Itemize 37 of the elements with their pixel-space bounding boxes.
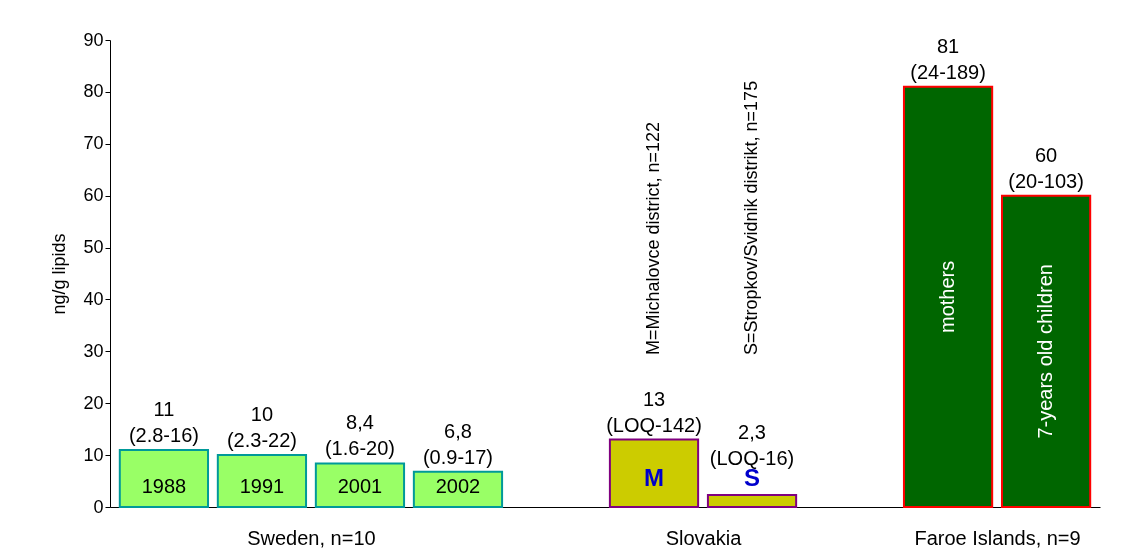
y-tick-label: 60	[83, 185, 104, 206]
bar	[706, 494, 798, 508]
x-tick-label: 2001	[337, 475, 383, 497]
y-tick-label: 0	[93, 496, 104, 517]
text: Sweden, n=10	[247, 527, 376, 549]
text: Slovakia	[665, 527, 743, 549]
x-tick-label: 2002	[435, 475, 481, 497]
data-label: 10 (2.3-22)	[226, 403, 297, 452]
bar	[314, 462, 406, 508]
data-label: 81 (24-189)	[910, 34, 986, 83]
x-tick-label: mothers	[936, 260, 959, 333]
y-tick-label: 10	[83, 444, 104, 465]
bar	[902, 85, 994, 508]
data-label: 60 (20-103)	[1008, 143, 1084, 192]
y-axis-title: ng/g lipids	[49, 233, 70, 315]
annotation: M=Michalovce district, n=122	[643, 121, 664, 355]
text: Faroe Islands, n=9	[914, 527, 1081, 549]
y-tick-label: 70	[83, 133, 104, 154]
y-tick-label: 90	[83, 29, 104, 50]
y-tick-label: 80	[83, 81, 104, 102]
x-tick-label: 1988	[141, 475, 187, 497]
data-label: 8,4 (1.6-20)	[324, 411, 395, 460]
data-label: 13 (LOQ-142)	[606, 387, 702, 436]
bar	[216, 454, 308, 508]
y-tick-label: 40	[83, 288, 104, 309]
x-tick-label: 7-years old children	[1034, 264, 1057, 439]
y-tick-label: 30	[83, 340, 104, 361]
x-tick-label: M	[644, 464, 665, 491]
bar	[118, 448, 210, 508]
annotation: S=Stropkov/Svidnik distrikt, n=175	[741, 80, 762, 355]
y-tick-label: 20	[83, 392, 104, 413]
data-label: 11 (2.8-16)	[128, 397, 199, 446]
x-tick-label: 1991	[239, 475, 285, 497]
data-label: 6,8 (0.9-17)	[422, 419, 493, 468]
y-tick-label: 50	[83, 237, 104, 258]
bar	[1000, 194, 1092, 508]
bar	[608, 438, 700, 508]
